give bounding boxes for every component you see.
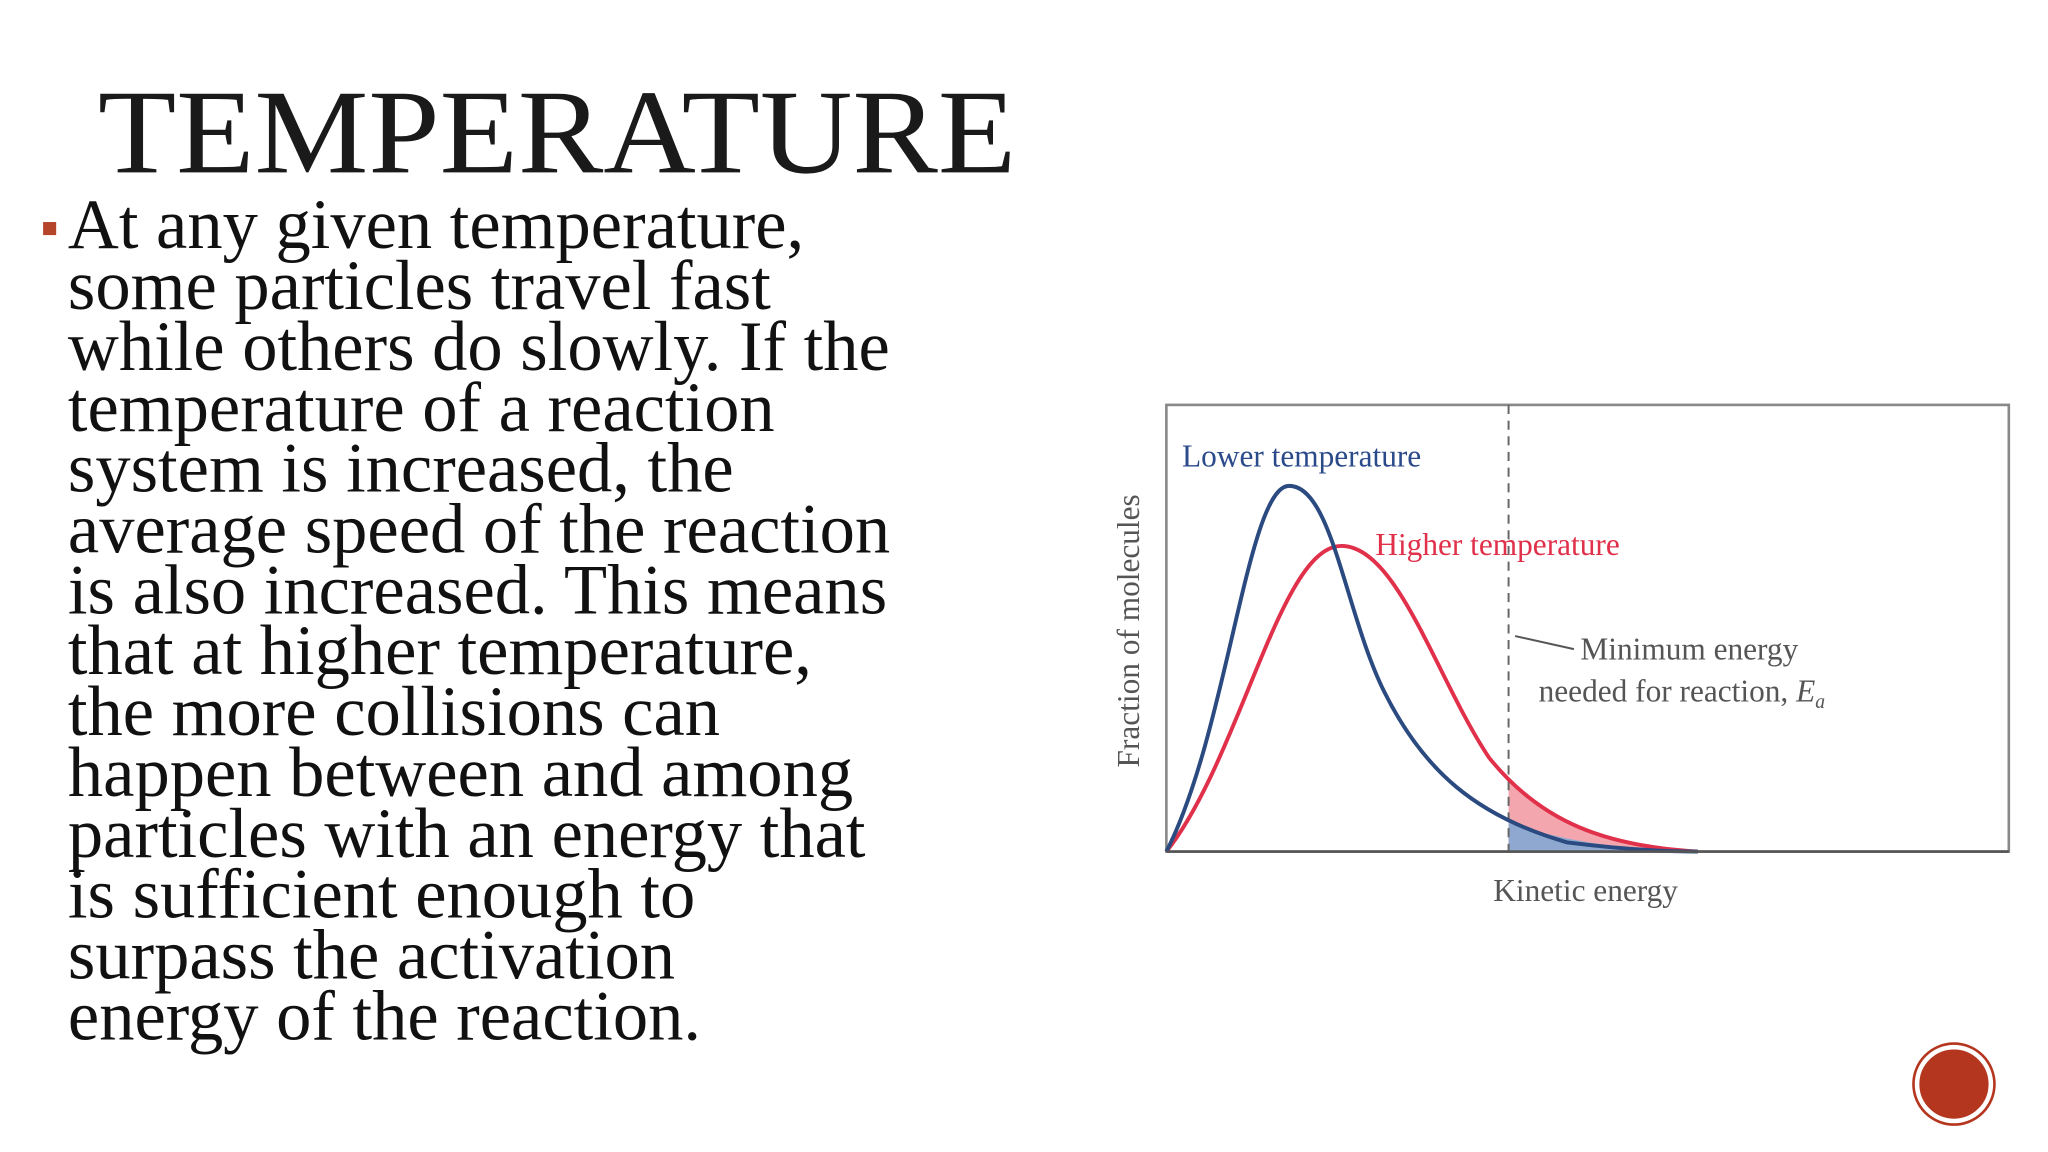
body-line: that at higher temperature,: [68, 612, 812, 690]
body-line: while others do slowly. If the: [68, 308, 890, 386]
threshold-subscript: a: [1815, 692, 1825, 713]
body-line: system is increased, the: [68, 430, 734, 508]
body-line: temperature of a reaction: [68, 369, 775, 447]
threshold-label: Minimum energy: [1580, 632, 1798, 667]
body-line: is sufficient enough to: [68, 856, 695, 934]
higher-curve: [1164, 543, 1699, 854]
body-line: energy of the reaction.: [68, 977, 701, 1055]
body-line: At any given temperature,: [68, 186, 804, 264]
slide-button-ring: [1912, 1042, 1996, 1126]
x-axis-label: Kinetic energy: [1493, 873, 1678, 908]
bullet-text: At any given temperature,some particles …: [68, 186, 890, 1055]
threshold-label: needed for reaction, Ea: [1539, 673, 1826, 713]
bullet-marker: [43, 222, 57, 236]
higher-label: Higher temperature: [1375, 527, 1619, 562]
higher-tail-area: [1508, 777, 1698, 852]
body-line: is also increased. This means: [68, 551, 887, 629]
threshold-text: needed for reaction,: [1539, 673, 1796, 708]
threshold-pointer: [1514, 635, 1575, 651]
slide-button[interactable]: [1915, 1045, 1993, 1123]
body-line: some particles travel fast: [68, 247, 771, 325]
lower-label: Lower temperature: [1182, 438, 1421, 473]
slide-title: TEMPERATURE: [98, 65, 1016, 198]
body-line: the more collisions can: [68, 673, 720, 751]
body-line: surpass the activation: [68, 917, 675, 995]
body-line: particles with an energy that: [68, 795, 866, 873]
threshold-symbol: E: [1795, 673, 1815, 708]
body-line: happen between and among: [68, 734, 853, 812]
body-line: average speed of the reaction: [68, 490, 890, 568]
figure: Lower temperature Higher temperature Min…: [1111, 403, 2011, 908]
lower-tail-area: [1508, 822, 1698, 852]
plot-frame: [1165, 403, 2011, 853]
y-axis-label: Fraction of molecules: [1111, 494, 1146, 767]
lower-curve: [1164, 483, 1698, 854]
